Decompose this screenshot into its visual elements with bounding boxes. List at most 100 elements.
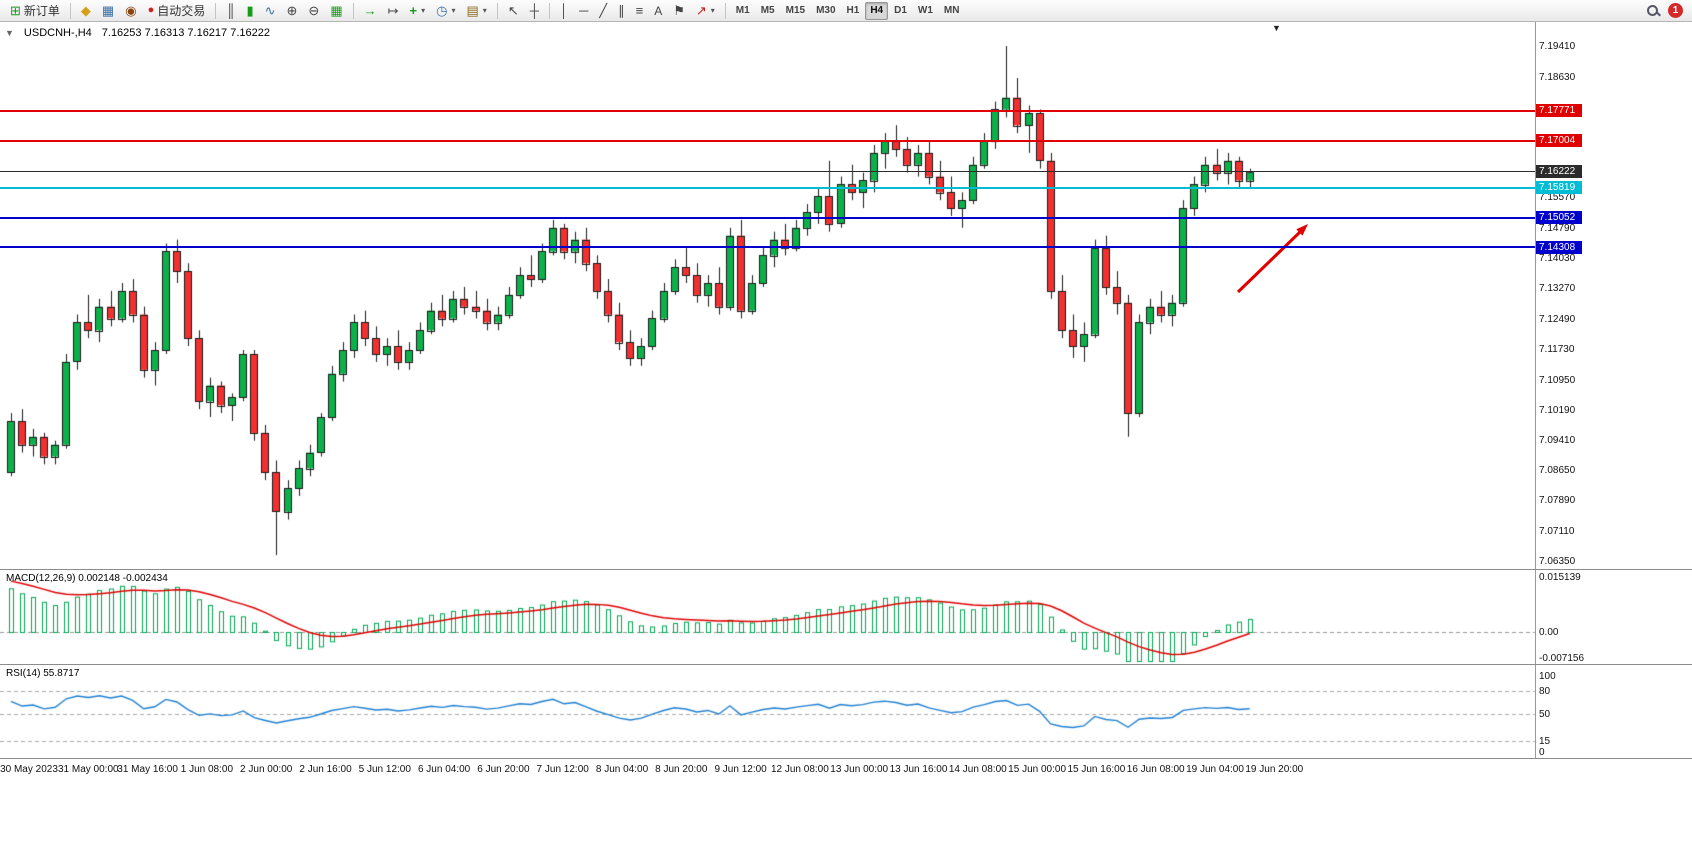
timeframe-button-d1[interactable]: D1	[894, 4, 907, 16]
navigator-button[interactable]: ▦	[97, 1, 119, 21]
x-axis-date-label: 6 Jun 04:00	[417, 764, 471, 775]
cursor-button[interactable]: ↖	[503, 1, 524, 21]
price-chart-canvas[interactable]	[0, 22, 1692, 843]
autotrading-icon: ●	[147, 4, 155, 16]
notification-badge[interactable]: 1	[1668, 3, 1683, 18]
timeframe-button-h4[interactable]: H4	[865, 1, 889, 20]
channel-icon: ∥	[618, 3, 625, 18]
y-axis-tick-label: 7.18630	[1539, 71, 1576, 83]
arrows-button[interactable]: ↗ ▾	[691, 1, 720, 21]
zoom-in-button[interactable]: ⊕	[282, 1, 303, 21]
rsi-panel-separator[interactable]	[0, 664, 1692, 665]
toolbar-divider	[69, 2, 71, 19]
templates-icon: ▤	[466, 3, 479, 18]
text-button[interactable]: A	[649, 1, 667, 21]
x-axis-date-label: 2 Jun 00:00	[240, 764, 293, 775]
chart-shift-marker[interactable]: ▼	[1272, 23, 1281, 33]
x-axis-date-label: 12 Jun 08:00	[770, 764, 829, 775]
y-axis-tick-label: 7.07110	[1539, 526, 1575, 538]
price-badge-7.16222: 7.16222	[1536, 165, 1582, 179]
templates-button[interactable]: ▤ ▾	[462, 1, 492, 21]
chart-window: ▼ USDCNH-,H4 7.16253 7.16313 7.16217 7.1…	[0, 22, 1692, 843]
toolbar-divider	[496, 2, 498, 19]
trendline-button[interactable]: ╱	[594, 1, 612, 21]
trend-arrow-annotation[interactable]	[1230, 217, 1320, 302]
y-axis-tick-label: 7.07890	[1539, 495, 1576, 507]
channel-button[interactable]: ∥	[613, 1, 630, 21]
periods-icon: ◷	[436, 3, 448, 18]
macd-indicator-label: MACD(12,26,9) 0.002148 -0.002434	[6, 573, 168, 584]
candlestick-chart-button[interactable]: ▮	[241, 1, 258, 21]
x-axis-date-label: 5 Jun 12:00	[358, 764, 411, 775]
macd-axis-label: 0.00	[1539, 627, 1559, 638]
resistance-line-7.17771[interactable]	[0, 109, 1535, 112]
support-line-7.15052[interactable]	[0, 216, 1535, 219]
x-axis-date-label: 19 Jun 04:00	[1186, 764, 1244, 775]
chart-symbol-period: USDCNH-,H4	[23, 27, 92, 39]
vertical-line-icon: │	[559, 3, 569, 18]
tile-windows-button[interactable]: ▦	[325, 1, 347, 21]
current-price-line-7.16222[interactable]	[0, 171, 1535, 173]
chart-shift-button[interactable]: ↦	[383, 1, 404, 21]
x-axis-date-label: 16 Jun 08:00	[1126, 764, 1185, 775]
timeframe-button-mn[interactable]: MN	[943, 4, 960, 16]
x-axis-date-label: 15 Jun 16:00	[1067, 764, 1126, 775]
timeframe-button-m5[interactable]: M5	[760, 4, 775, 16]
y-axis-tick-label: 7.14030	[1539, 253, 1576, 265]
autotrading-button[interactable]: ● 自动交易	[143, 1, 211, 21]
search-icon[interactable]	[1646, 4, 1660, 18]
horizontal-line-button[interactable]: ─	[574, 1, 593, 21]
data-window-button[interactable]: ◆	[76, 1, 96, 21]
rsi-axis-label: 15	[1539, 735, 1551, 747]
support-line-7.14308[interactable]	[0, 246, 1535, 249]
line-chart-button[interactable]: ∿	[260, 1, 281, 21]
y-axis-tick-label: 7.06350	[1539, 556, 1576, 567]
x-axis-date-label: 7 Jun 12:00	[536, 764, 589, 775]
one-click-trading-toggle[interactable]: ▼	[5, 28, 14, 38]
toolbar-divider	[215, 2, 217, 19]
x-axis-date-label: 14 Jun 08:00	[948, 764, 1007, 775]
fibonacci-icon: ≡	[635, 3, 644, 18]
fibonacci-button[interactable]: ≡	[631, 1, 649, 21]
indicators-icon: +	[409, 3, 418, 18]
new-order-button[interactable]: ⊞ 新订单	[5, 1, 65, 21]
y-axis-tick-label: 7.09410	[1539, 435, 1576, 447]
auto-scroll-button[interactable]: →	[359, 1, 382, 21]
zoom-out-button[interactable]: ⊖	[303, 1, 324, 21]
periods-button[interactable]: ◷ ▾	[431, 1, 460, 21]
price-axis-separator	[1535, 22, 1536, 758]
macd-panel-separator[interactable]	[0, 569, 1692, 570]
line-chart-icon: ∿	[264, 3, 276, 18]
terminal-button[interactable]: ◉	[120, 1, 141, 21]
timeframe-button-m15[interactable]: M15	[785, 4, 806, 16]
timeframe-button-m30[interactable]: M30	[816, 4, 836, 16]
x-axis-date-label: 13 Jun 16:00	[889, 764, 948, 775]
resistance-line-7.17004[interactable]	[0, 139, 1535, 142]
y-axis-tick-label: 7.08650	[1539, 465, 1576, 477]
x-axis-date-label: 2 Jun 16:00	[299, 764, 352, 775]
price-badge-7.17771: 7.17771	[1536, 104, 1582, 118]
new-order-icon: ⊞	[10, 3, 21, 18]
arrows-icon: ↗	[695, 3, 707, 18]
toolbar-divider	[724, 2, 726, 19]
x-axis-date-label: 6 Jun 20:00	[477, 764, 530, 775]
timeframe-button-m1[interactable]: M1	[735, 4, 750, 16]
price-badge-7.14308: 7.14308	[1536, 240, 1582, 254]
bar-chart-icon: ║	[226, 3, 236, 18]
timeframe-button-w1[interactable]: W1	[917, 4, 933, 16]
auto-scroll-icon: →	[363, 3, 377, 18]
y-axis-tick-label: 7.11730	[1539, 343, 1575, 355]
bar-chart-button[interactable]: ║	[221, 1, 240, 21]
crosshair-button[interactable]: ┼	[525, 1, 544, 21]
dropdown-caret-icon: ▾	[421, 6, 426, 15]
support-line-7.15819[interactable]	[0, 186, 1535, 189]
vertical-line-button[interactable]: │	[555, 1, 573, 21]
rsi-axis-label: 80	[1539, 686, 1551, 698]
text-label-button[interactable]: ⚑	[668, 1, 690, 21]
x-axis-date-label: 15 Jun 00:00	[1008, 764, 1066, 775]
timeframe-button-h1[interactable]: H1	[846, 4, 860, 16]
price-badge-7.17004: 7.17004	[1536, 134, 1582, 148]
indicators-button[interactable]: + ▾	[405, 1, 431, 21]
timeframe-toolbar: M1 M5 M15 M30 H1 H4 D1 W1 MN	[731, 1, 965, 20]
dropdown-caret-icon: ▾	[710, 6, 715, 15]
